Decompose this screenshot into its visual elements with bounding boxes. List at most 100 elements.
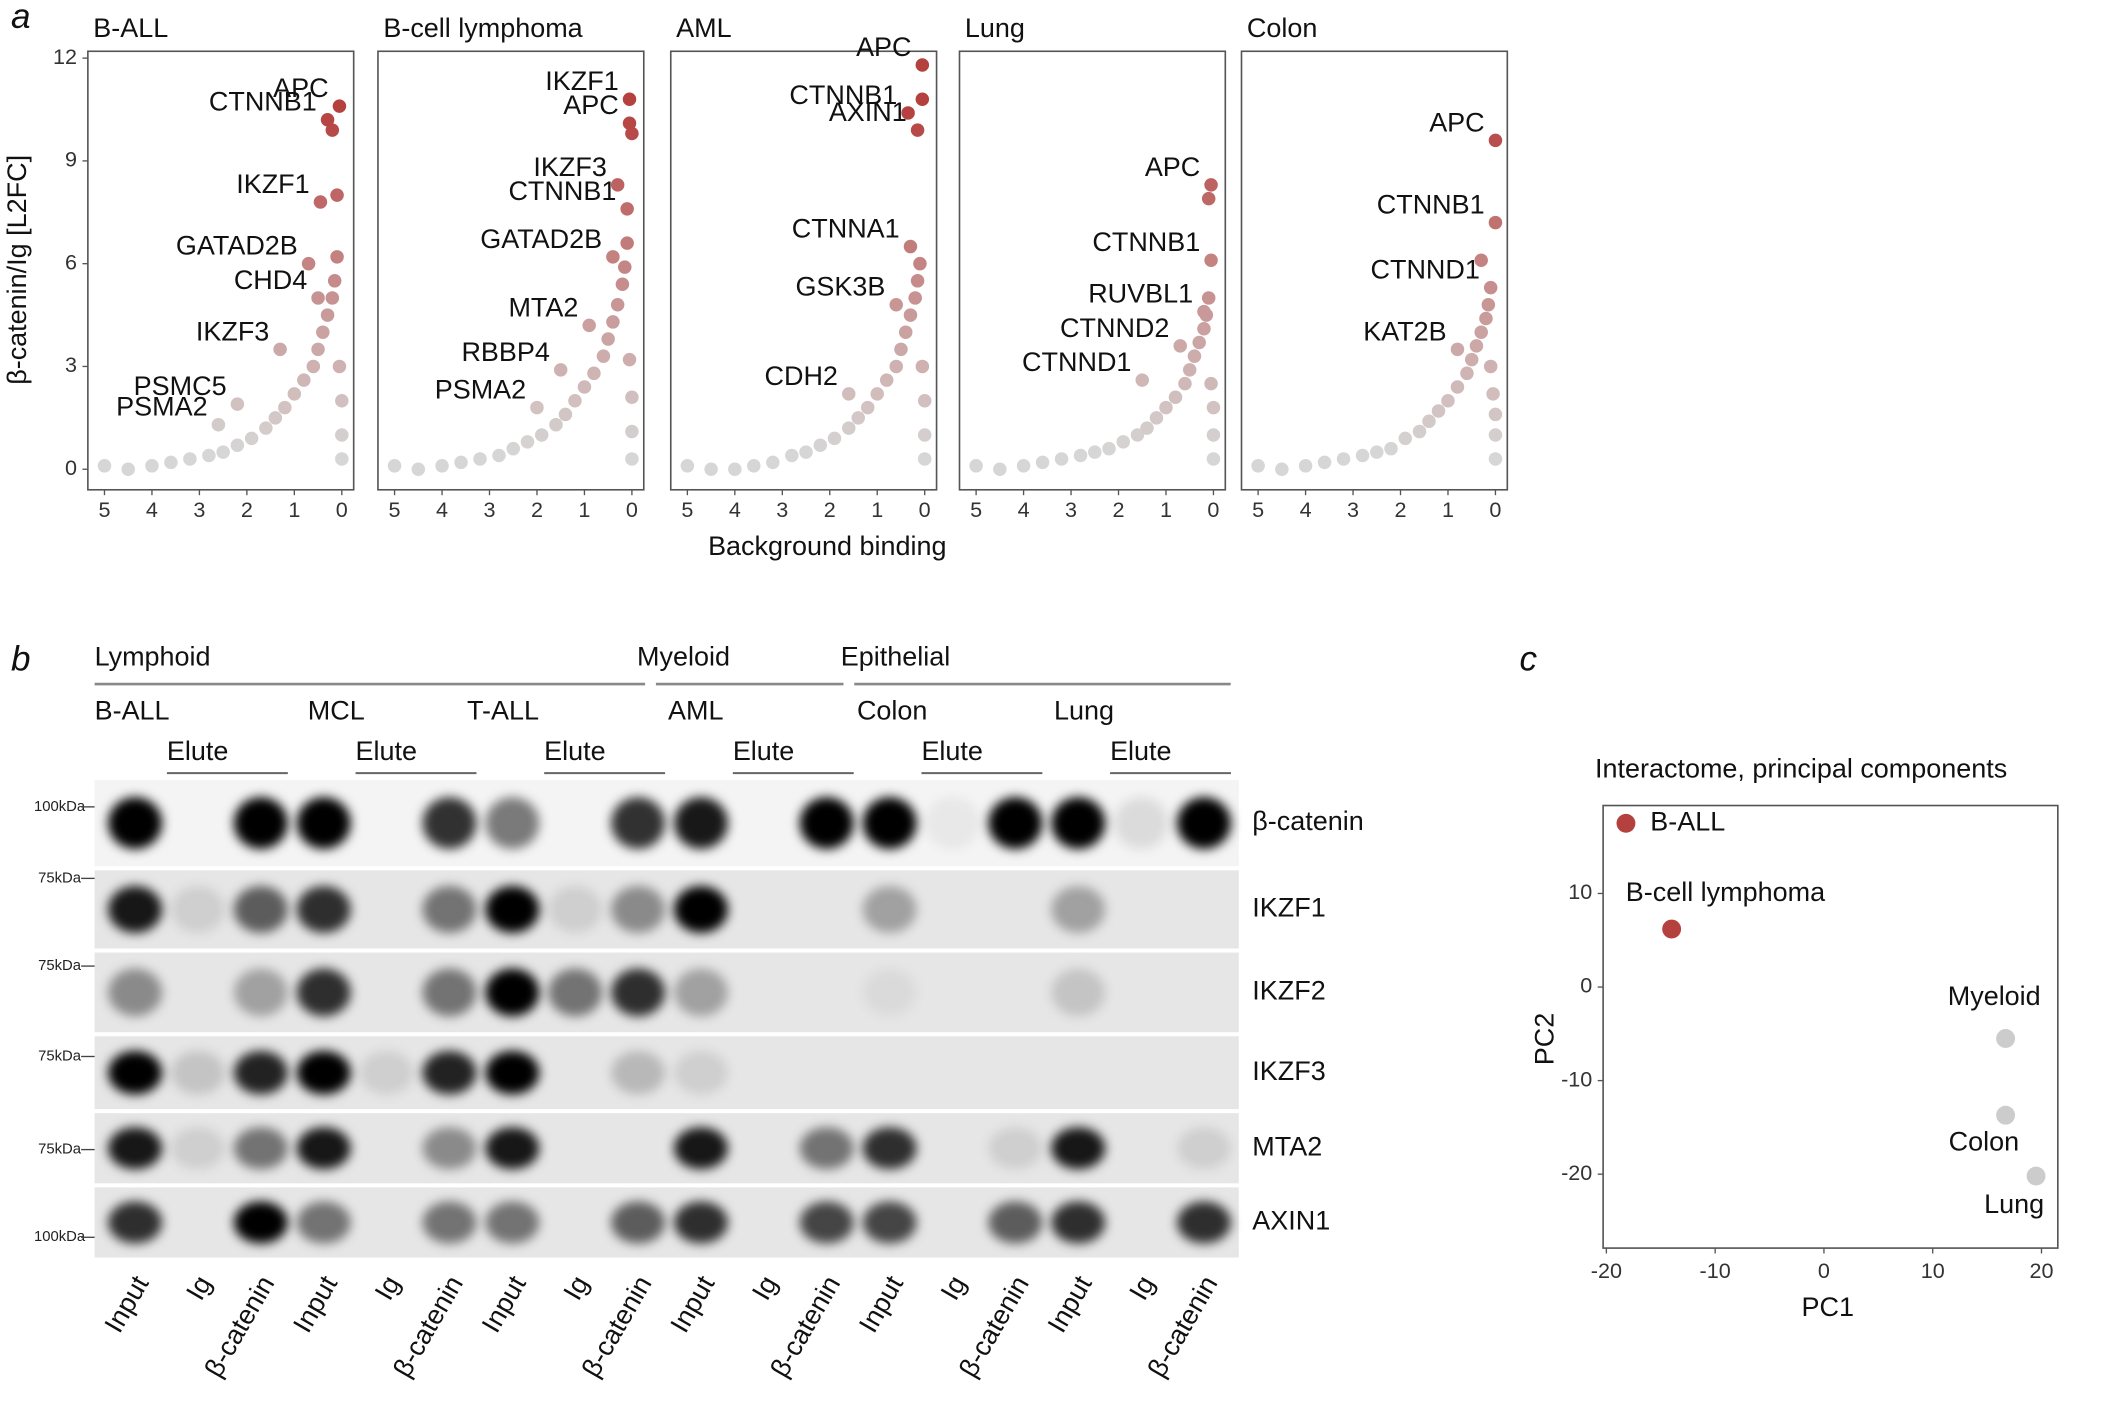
band [988,797,1043,849]
point [330,188,344,202]
gene-label: CHD4 [234,265,307,295]
marker-label: 75kDa [38,1048,82,1064]
x-tick-label: -10 [1700,1258,1731,1283]
point [618,260,632,274]
point [534,428,549,442]
point [625,390,639,405]
band [233,1127,288,1170]
lane-label: Ig [369,1271,406,1305]
elute-label: Elute [1110,736,1171,766]
lane-label: Input [853,1270,909,1337]
protein-label: AXIN1 [1252,1206,1330,1236]
point [1488,407,1503,422]
y-tick-label: -20 [1561,1160,1592,1185]
gene-label: IKZF1 [236,169,309,199]
protein-label: β-catenin [1252,806,1363,836]
point [1102,441,1116,456]
lane-label: Input [99,1270,155,1337]
lane-label: Ig [180,1271,217,1305]
gene-point [530,400,544,415]
band [862,968,917,1017]
point [728,462,742,476]
x-tick-label: 4 [1300,497,1312,522]
cell-line-label: B-ALL [95,696,170,726]
band [296,1050,351,1095]
gene-label: CTNNB1 [789,80,897,110]
band [799,1127,854,1170]
gene-label: GATAD2B [176,231,298,261]
point [492,448,506,463]
point [306,359,321,374]
point [259,421,273,435]
point [917,452,932,466]
gene-label: PSMA2 [116,392,207,422]
point [1469,339,1484,353]
point [1073,448,1088,463]
point [1483,359,1498,374]
point [913,256,927,271]
panel-label: b [11,639,31,678]
gene-label: AXIN1 [829,97,907,127]
point [1197,322,1211,336]
marker-label: 100kDa [34,1229,86,1245]
point [335,428,349,442]
plot-frame [87,50,355,491]
x-tick-label: 1 [871,497,883,522]
point [230,438,245,452]
plot-frame [1602,804,2059,1249]
point [387,459,402,473]
band [422,1050,477,1095]
point [596,349,611,363]
band [108,1050,163,1095]
y-tick-label: 0 [1580,973,1592,998]
point [704,462,718,476]
band [611,885,666,933]
band [862,1127,917,1170]
x-tick-label: 4 [1018,497,1030,522]
band [611,1050,666,1095]
point [813,438,828,452]
gene-label: GATAD2B [480,224,602,254]
gene-label: CTNND2 [1060,313,1169,343]
point [202,448,216,463]
point [1206,452,1221,466]
band [296,968,351,1017]
gene-point [230,397,245,411]
point [620,236,634,250]
gene-point [320,113,335,127]
gene-point [313,195,328,209]
point [1159,400,1173,415]
point [411,462,426,476]
gene-label: PSMC5 [134,371,227,401]
lane-label: Ig [557,1271,594,1305]
group-label: Lymphoid [95,642,211,672]
point [1251,459,1265,473]
point [1178,376,1192,391]
point [1140,421,1154,435]
band [611,797,666,849]
point [1149,411,1164,425]
point [1130,428,1145,442]
band [108,797,163,849]
panel-title: Lung [965,13,1025,43]
x-tick-label: -20 [1591,1258,1622,1283]
point [244,431,259,446]
point [606,315,620,329]
gene-label: CTNNB1 [1092,227,1200,257]
gene-point [1488,133,1503,148]
gene-label: APC [563,90,618,120]
band [1114,797,1169,849]
x-tick-label: 4 [436,497,448,522]
point [1355,448,1370,463]
band [988,1127,1043,1170]
elute-label: Elute [167,736,228,766]
point [625,126,639,141]
point [327,274,342,288]
point [335,452,349,466]
elute-label: Elute [921,736,982,766]
gene-label: IKZF1 [545,66,618,96]
marker-label: 75kDa [38,1142,82,1158]
band [108,968,163,1017]
marker-label: 100kDa [34,799,86,815]
point [320,308,335,322]
